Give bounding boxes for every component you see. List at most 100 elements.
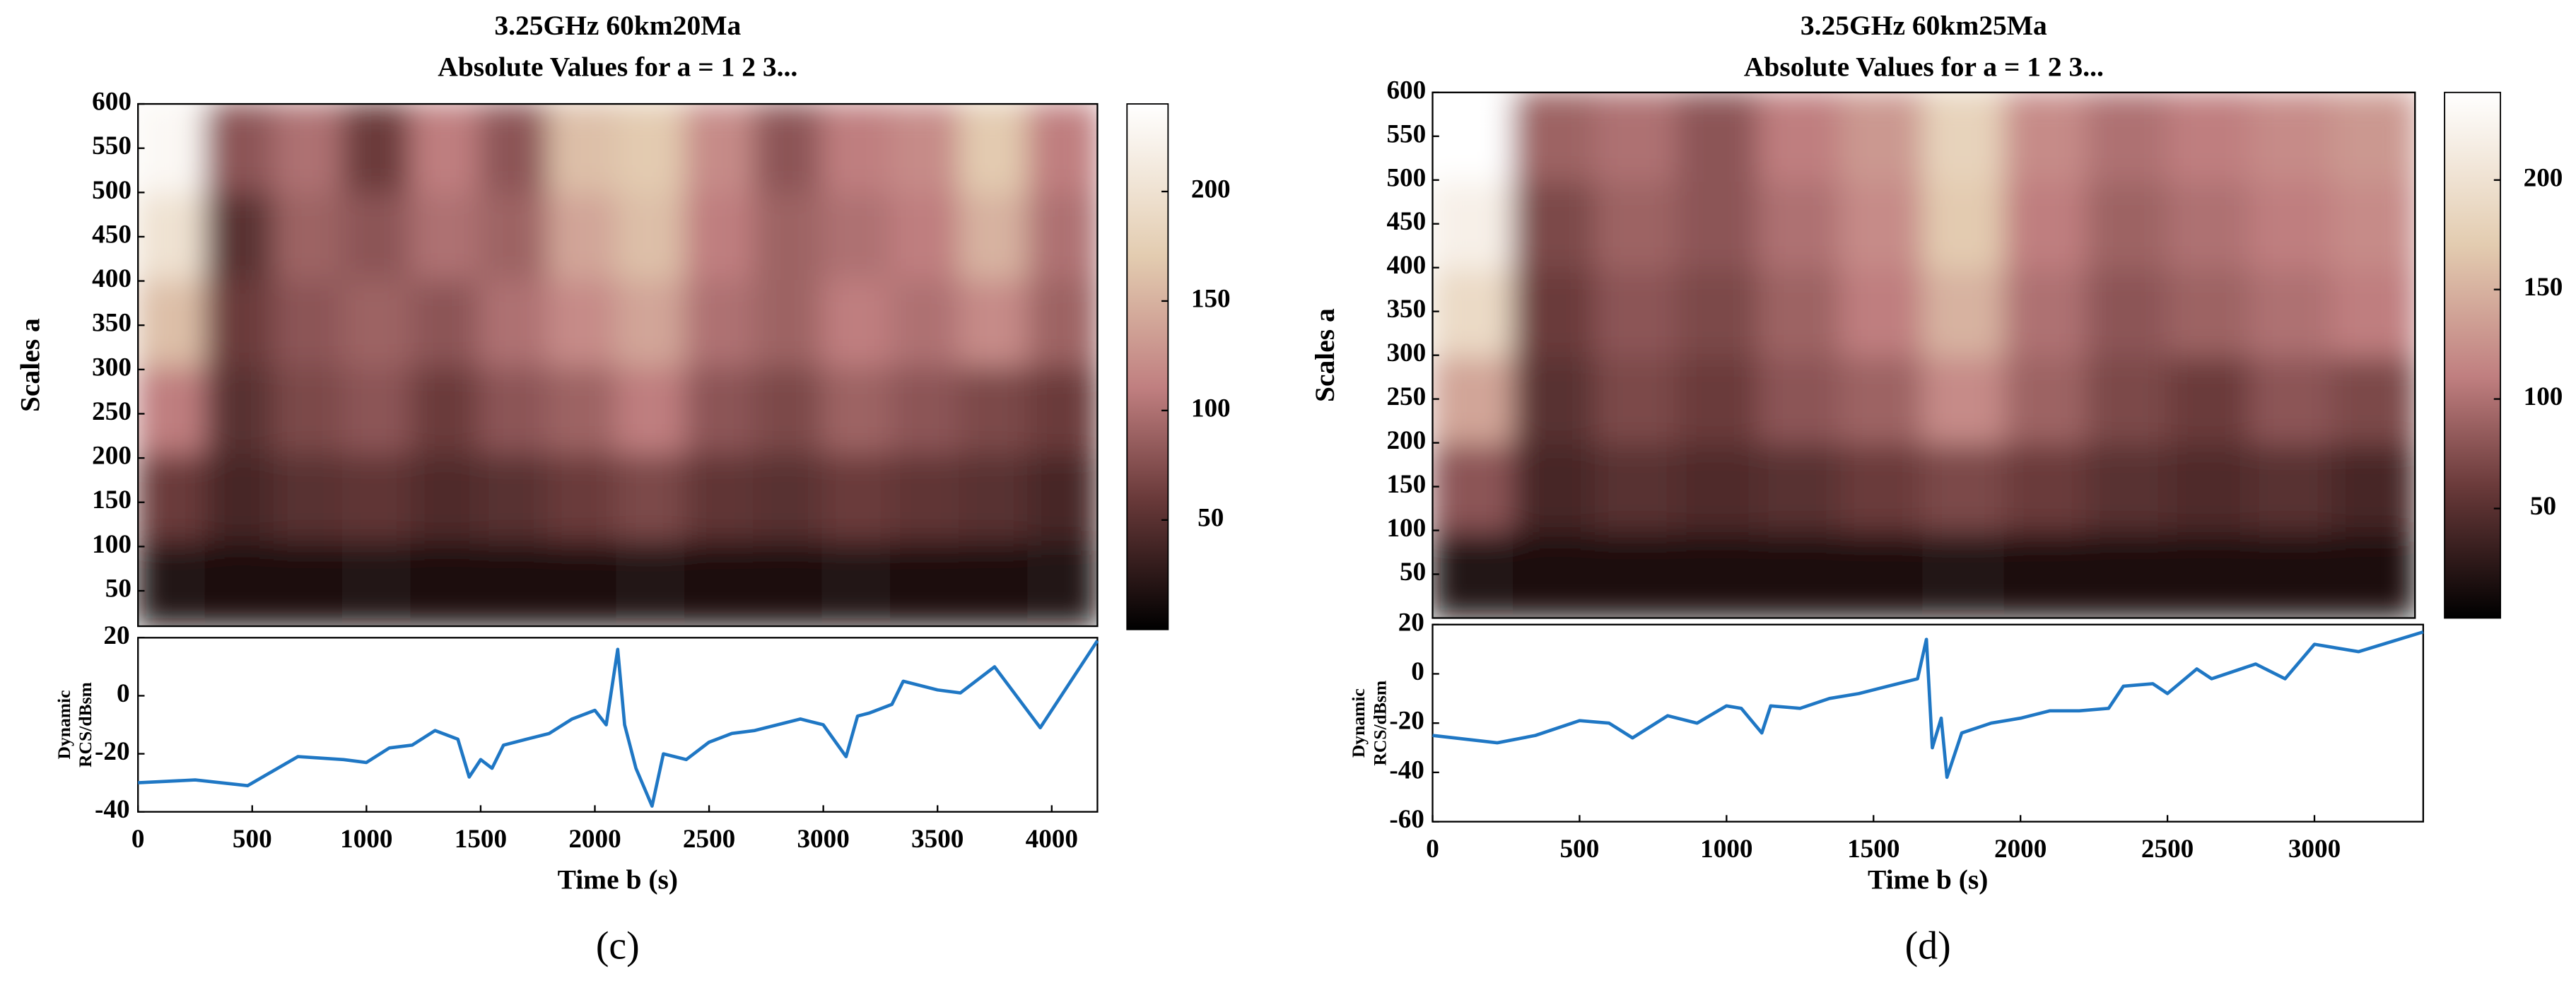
colorbar-tick-label: 150 [2524,273,2563,302]
heatmap-cell [2249,441,2335,532]
heatmap-cell [1512,266,1598,357]
x-tick-label: 1000 [340,825,392,854]
heatmap-cell [753,537,825,627]
heatmap-cell [273,537,346,627]
heatmap-cell [616,363,689,454]
heatmap-cell [1432,178,1516,270]
heatmap-cell [684,363,757,454]
heatmap-cell [1512,178,1598,270]
heatmap-cell [1840,266,1926,357]
heatmap-cell [616,104,689,193]
y-axis-label: RCS/dBsm [1369,681,1390,766]
x-tick-label: 1000 [1700,835,1752,864]
heatmap-cell [138,363,209,454]
y-tick-label: 350 [92,309,131,338]
heatmap-cell [138,276,209,367]
heatmap-cell [890,537,962,627]
x-tick-label: 1500 [455,825,507,854]
chart-subtitle: Absolute Values for a = 1 2 3... [1744,51,2104,82]
heatmap-cell [616,450,689,541]
heatmap-cell [1758,353,1844,445]
heatmap-cell [341,104,414,193]
heatmap-cell [2331,178,2416,270]
heatmap-cell [1840,529,1926,618]
x-tick-label: 0 [1426,835,1439,864]
x-tick-label: 500 [1560,835,1600,864]
heatmap-cell [410,104,483,193]
x-tick-label: 2000 [568,825,621,854]
heatmap-cell [341,537,414,627]
heatmap-cell [273,276,346,367]
heatmap-cell [1758,529,1844,618]
y-axis-label: RCS/dBsm [75,682,95,768]
y-tick-label: 50 [105,575,131,604]
heatmap-cell [821,363,894,454]
y-tick-label: -40 [1389,755,1424,784]
heatmap-cell [273,363,346,454]
heatmap-cell [1594,353,1680,445]
heatmap-cell [1432,92,1516,182]
y-axis-label: Scales a [1309,308,1340,402]
y-tick-label: -20 [95,737,130,766]
heatmap-cell [138,104,209,193]
heatmap-cell [341,276,414,367]
heatmap-cell [2003,529,2090,618]
heatmap-cell [616,276,689,367]
heatmap-cell [410,450,483,541]
heatmap-cell [1922,92,2008,182]
plot-frame [137,102,1099,628]
heatmap-cell [821,104,894,193]
heatmap-cell [1922,178,2008,270]
heatmap-cell [479,450,551,541]
heatmap-cell [410,189,483,280]
heatmap-cell [204,276,277,367]
colorbar [1126,103,1169,630]
heatmap-cell [479,276,551,367]
heatmap-cell [1027,276,1098,367]
x-tick-label: 500 [233,825,272,854]
heatmap-cell [1758,266,1844,357]
heatmap-cell [2167,92,2253,182]
heatmap-cell [1432,529,1516,618]
heatmap-cell [1512,353,1598,445]
heatmap-cell [2003,353,2090,445]
heatmap-cell [1676,266,1762,357]
y-tick-label: 400 [92,264,131,293]
colorbar-tick-label: 200 [2524,163,2563,192]
y-tick-label: 20 [103,621,129,650]
heatmap-cell [547,363,620,454]
x-tick-label: 3000 [2288,835,2341,864]
heatmap-cell [341,189,414,280]
heatmap-cell [1758,441,1844,532]
heatmap-cell [959,104,1031,193]
heatmap-cell [2331,529,2416,618]
heatmap-cell [959,189,1031,280]
y-tick-label: 350 [1386,295,1426,324]
x-tick-label: 2000 [1994,835,2047,864]
heatmap-cell [2249,353,2335,445]
data-line [1432,630,2424,780]
heatmap-cell [2085,266,2172,357]
colorbar-tick-label: 150 [1191,284,1231,313]
y-tick-label: 450 [92,220,131,249]
y-tick-label: 500 [1386,163,1426,192]
heatmap-cell [547,189,620,280]
heatmap-cell [959,450,1031,541]
heatmap-cell [1676,441,1762,532]
heatmap-cell [1594,529,1680,618]
heatmap-cell [1594,441,1680,532]
colorbar-tick-label: 100 [2524,382,2563,411]
heatmap-cell [547,450,620,541]
y-tick-label: 600 [92,88,131,117]
y-tick-label: -60 [1389,805,1424,834]
y-axis-label: Dynamic [1348,688,1369,758]
chart-title: 3.25GHz 60km25Ma [1801,10,2047,41]
heatmap-cell [684,276,757,367]
heatmap-cell [890,363,962,454]
heatmap-cell [341,363,414,454]
heatmap-cell [2003,441,2090,532]
colorbar-tick-label: 50 [1198,503,1224,532]
heatmap-cell [1758,178,1844,270]
heatmap-cell [2167,529,2253,618]
